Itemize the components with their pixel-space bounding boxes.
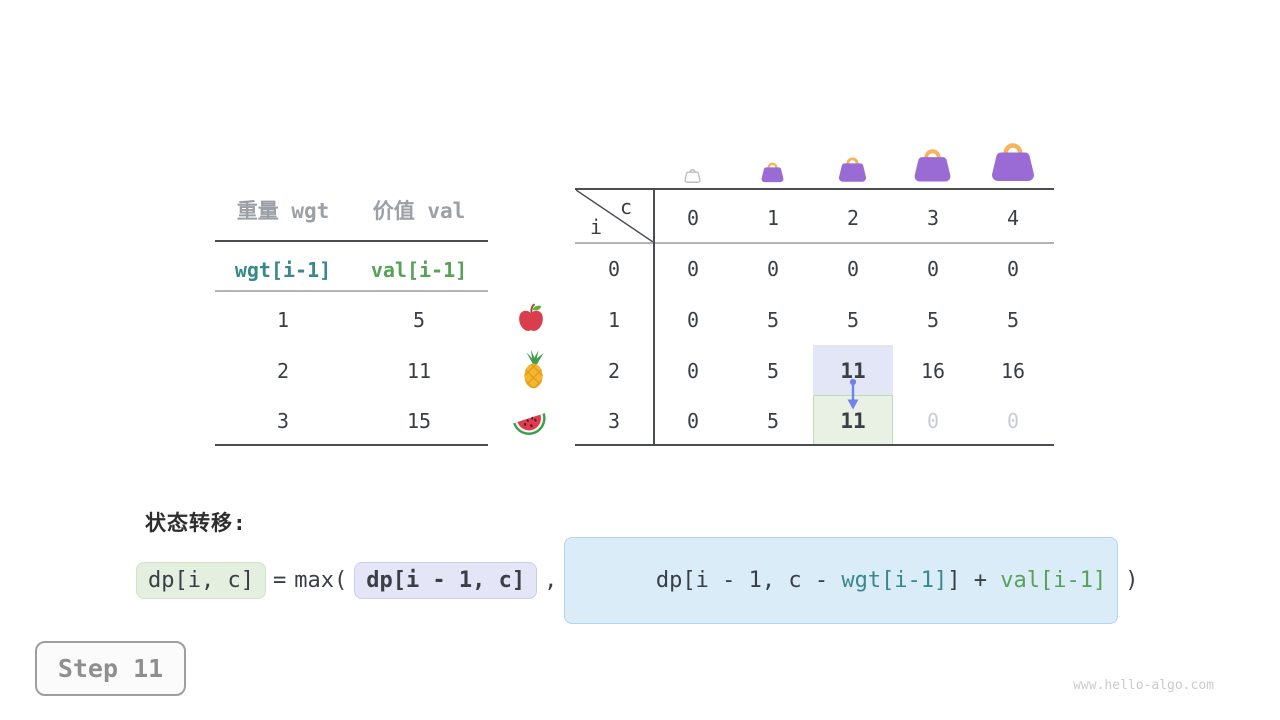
formula-arg2-mid: ] +: [947, 567, 1001, 593]
dp-row-header-3: 3: [607, 409, 621, 433]
dp-cell-3-1: 5: [766, 409, 780, 433]
item-3-weight: 3: [276, 409, 290, 433]
bag-xl-icon: [992, 143, 1034, 181]
apple-icon: [519, 303, 543, 331]
formula-arg2-val: val[i-1]: [1000, 567, 1107, 593]
dp-table-vertical-divider: [653, 188, 655, 446]
dp-cell-3-3: 0: [926, 409, 940, 433]
dp-cell-1-2: 5: [846, 308, 860, 332]
bag-lg-icon: [914, 149, 951, 182]
formula-arg2-prefix: dp[i - 1, c -: [655, 567, 842, 593]
pineapple-icon: [524, 349, 544, 389]
item-1-value: 5: [412, 308, 426, 332]
dp-cell-3-0: 0: [686, 409, 700, 433]
bag-md-icon: [838, 157, 867, 182]
dp-col-header-0: 0: [686, 206, 700, 230]
dp-col-header-1: 1: [766, 206, 780, 230]
dp-cell-2-1: 5: [766, 359, 780, 383]
dp-cell-0-0: 0: [686, 257, 700, 281]
dp-cell-0-3: 0: [926, 257, 940, 281]
item-2-weight: 2: [276, 359, 290, 383]
dp-table-rule-bottom: [575, 444, 1054, 446]
bag-sm-icon: [761, 162, 784, 183]
corner-col-var: c: [619, 195, 633, 219]
dp-table-rule-top: [575, 188, 1054, 190]
formula-max-open: max(: [294, 567, 348, 593]
dp-col-header-4: 4: [1006, 206, 1020, 230]
items-index-wgt: wgt[i-1]: [234, 258, 332, 282]
watermelon-icon: [513, 413, 546, 435]
formula-comma: ,: [544, 567, 558, 593]
dp-cell-1-0: 0: [686, 308, 700, 332]
item-2-value: 11: [406, 359, 432, 383]
dp-row-header-2: 2: [607, 359, 621, 383]
formula-equals: =: [272, 567, 287, 593]
items-index-val: val[i-1]: [370, 258, 468, 282]
formula-close-paren: ): [1125, 567, 1139, 593]
formula-arg1-box: dp[i - 1, c]: [354, 561, 538, 599]
formula-lhs-box: dp[i, c]: [136, 561, 266, 599]
corner-row-var: i: [589, 215, 603, 239]
item-3-value: 15: [406, 409, 432, 433]
items-table-rule-mid: [215, 290, 488, 292]
items-col-header-weight: 重量 wgt: [236, 199, 330, 223]
step-label: Step 11: [57, 654, 164, 683]
dp-cell-0-4: 0: [1006, 257, 1020, 281]
dp-cell-1-3: 5: [926, 308, 940, 332]
dp-table-rule-header: [575, 242, 1054, 244]
dp-col-header-3: 3: [926, 206, 940, 230]
dp-cell-2-3: 16: [920, 359, 946, 383]
dp-cell-2-0: 0: [686, 359, 700, 383]
dp-cell-1-1: 5: [766, 308, 780, 332]
transition-arrow-icon: [847, 378, 859, 410]
formula-arg2-box: dp[i - 1, c - wgt[i-1]] + val[i-1]: [564, 536, 1119, 624]
dp-cell-0-1: 0: [766, 257, 780, 281]
bag-outline-xs-icon: [684, 168, 701, 183]
state-transition-heading: 状态转移:: [145, 511, 247, 535]
item-1-weight: 1: [276, 308, 290, 332]
items-table-rule-top: [215, 240, 488, 242]
dp-cell-0-2: 0: [846, 257, 860, 281]
formula-arg2-wgt: wgt[i-1]: [841, 567, 948, 593]
corner-diagonal-line: [576, 190, 653, 242]
state-transition-formula: dp[i, c] = max( dp[i - 1, c] , dp[i - 1,…: [136, 536, 1146, 624]
dp-row-header-1: 1: [607, 308, 621, 332]
dp-cell-3-2-target: 11: [840, 409, 866, 433]
dp-row-header-0: 0: [607, 257, 621, 281]
items-col-header-value: 价值 val: [372, 199, 466, 223]
dp-cell-2-4: 16: [1000, 359, 1026, 383]
watermark: www.hello-algo.com: [1073, 678, 1214, 693]
dp-cell-1-4: 5: [1006, 308, 1020, 332]
items-table-rule-bottom: [215, 444, 488, 446]
dp-cell-3-4: 0: [1006, 409, 1020, 433]
dp-col-header-2: 2: [846, 206, 860, 230]
step-indicator: Step 11: [35, 641, 186, 696]
